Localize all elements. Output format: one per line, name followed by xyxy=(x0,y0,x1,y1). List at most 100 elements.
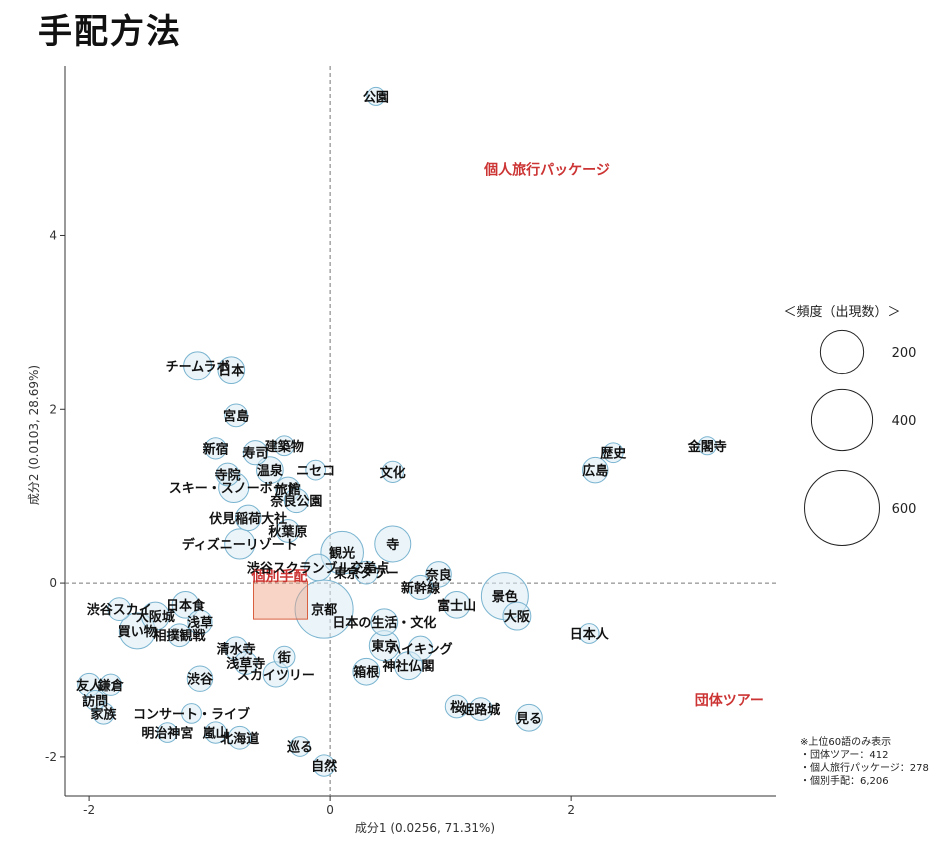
bubble-point xyxy=(227,725,252,750)
bubble-point xyxy=(224,528,256,560)
point-label: 観光 xyxy=(328,546,355,562)
point-label: 浅草 xyxy=(187,615,213,631)
size-legend: ＜頻度（出現数）＞ 200 400 600 xyxy=(783,304,917,546)
point-label: 景色 xyxy=(492,589,518,605)
bubble-point xyxy=(515,703,543,732)
point-label: 鎌倉 xyxy=(97,678,125,694)
x-axis-label: 成分1 (0.0256, 71.31%) xyxy=(355,821,495,835)
point-label: チームラボ xyxy=(166,359,230,375)
bubble-point xyxy=(582,456,609,484)
legend-value: 400 xyxy=(892,414,917,429)
y-tick-label: 2 xyxy=(49,402,57,416)
point-label: 寺 xyxy=(386,537,399,553)
point-label: ニセコ xyxy=(296,464,335,479)
bubble-point xyxy=(305,459,327,481)
bubble-point xyxy=(242,440,268,466)
bubble-point xyxy=(283,487,309,514)
y-tick-label: -2 xyxy=(45,750,57,764)
point-label: コンサート・ライブ xyxy=(133,706,250,722)
point-label: 清水寺 xyxy=(217,641,256,657)
point-label: 買い物 xyxy=(118,624,157,640)
point-label: 大阪城 xyxy=(136,609,175,625)
bubble-point xyxy=(425,561,452,588)
y-axis-label: 成分2 (0.0103, 28.69%) xyxy=(27,365,41,505)
bubble-point xyxy=(370,608,399,637)
point-label: 嵐山 xyxy=(202,726,229,742)
bubble-point xyxy=(186,665,214,692)
point-label: 奈良公園 xyxy=(269,494,322,510)
note-line: ・個別手配：6,206 xyxy=(800,774,889,787)
point-label: 自然 xyxy=(311,759,337,775)
note-line: ・個人旅行パッケージ：278 xyxy=(800,761,929,774)
point-label: 渋谷スカイ xyxy=(87,602,152,618)
bubble-point xyxy=(304,553,332,582)
point-label: 京都 xyxy=(311,602,337,618)
bubble-point xyxy=(204,437,227,460)
point-label: 姫路城 xyxy=(461,702,500,718)
point-label: 寿司 xyxy=(242,446,268,462)
point-label: 友人 xyxy=(76,678,103,694)
point-label: 旅館 xyxy=(275,482,301,498)
bubble-point xyxy=(320,530,364,575)
bubble-point xyxy=(181,703,202,724)
bubble-point xyxy=(215,462,240,487)
point-label: 家族 xyxy=(91,706,118,722)
point-label: ディズニーリゾート xyxy=(182,537,298,553)
point-label: 文化 xyxy=(380,465,406,481)
point-label: 桜 xyxy=(450,699,463,715)
point-label: 東京タワー xyxy=(334,566,399,582)
bubble-point xyxy=(352,657,381,686)
point-label: スカイツリー xyxy=(237,668,315,683)
point-label: 日本 xyxy=(218,363,244,379)
category-label: 個人旅行パッケージ xyxy=(483,162,610,179)
notes-block: ※上位60語のみ表示・団体ツアー：412・個人旅行パッケージ：278・個別手配：… xyxy=(800,735,929,787)
bubble-point xyxy=(381,460,404,483)
point-label: 渋谷 xyxy=(187,672,214,688)
point-label: 温泉 xyxy=(257,463,284,479)
bubble-point xyxy=(187,609,213,635)
point-label: 秋葉原 xyxy=(268,524,307,540)
bubble-point xyxy=(442,590,471,619)
bubble-point xyxy=(374,525,412,563)
legend-title: ＜頻度（出現数）＞ xyxy=(783,304,900,320)
bubble-point xyxy=(107,597,132,622)
point-label: スキー・スノーボード xyxy=(169,480,299,496)
bubble-point xyxy=(183,351,213,381)
x-tick-label: -2 xyxy=(83,803,95,817)
bubble-point xyxy=(312,754,336,777)
bubble-point xyxy=(84,690,106,711)
bubble-point xyxy=(217,356,246,385)
bubble-point xyxy=(234,504,262,532)
bubble-point xyxy=(502,601,532,631)
legend-circle xyxy=(819,329,865,375)
bubble-point xyxy=(167,623,192,648)
note-line: ・団体ツアー：412 xyxy=(800,749,889,761)
point-label: 日本の生活・文化 xyxy=(332,615,436,631)
point-label: 公園 xyxy=(363,89,389,105)
category-marker xyxy=(253,580,309,620)
point-label: 見る xyxy=(515,712,542,727)
bubble-point xyxy=(289,736,311,757)
point-label: 東京 xyxy=(371,639,397,655)
bubble-point xyxy=(294,579,354,639)
y-tick-label: 4 xyxy=(49,228,57,242)
bubble-point xyxy=(407,574,434,601)
bubble-point xyxy=(273,645,296,669)
x-tick-label: 0 xyxy=(326,803,334,817)
x-tick-label: 2 xyxy=(567,803,575,817)
point-label: 宮島 xyxy=(223,408,249,424)
note-line: ※上位60語のみ表示 xyxy=(800,735,891,748)
point-label: 金閣寺 xyxy=(687,439,727,455)
point-label: 日本人 xyxy=(570,626,610,642)
legend-circle xyxy=(804,470,880,546)
bubble-point xyxy=(233,651,258,675)
bubble-point xyxy=(171,590,200,619)
bubble-point xyxy=(366,86,386,106)
point-label: 箱根 xyxy=(353,665,380,681)
point-label: 相撲観戦 xyxy=(153,628,206,644)
bubble-point xyxy=(204,721,227,744)
bubble-point xyxy=(256,456,284,484)
bubble-point xyxy=(157,722,178,743)
